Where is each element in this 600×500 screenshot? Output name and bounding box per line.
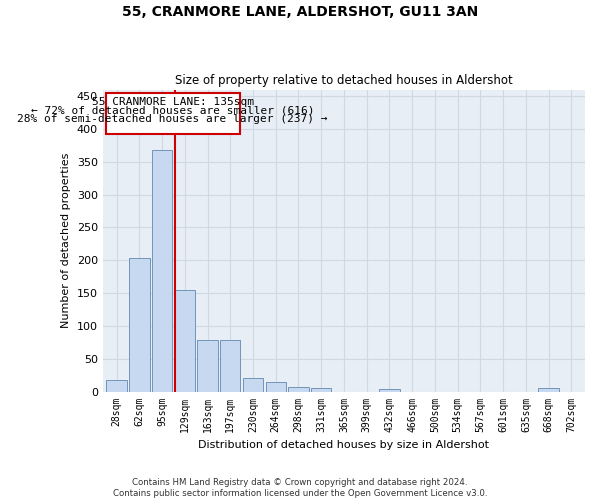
Bar [152, 150, 172, 392]
Title: Size of property relative to detached houses in Aldershot: Size of property relative to detached ho… [175, 74, 513, 87]
Bar [379, 389, 400, 392]
Text: 55, CRANMORE LANE, ALDERSHOT, GU11 3AN: 55, CRANMORE LANE, ALDERSHOT, GU11 3AN [122, 5, 478, 19]
FancyBboxPatch shape [106, 93, 240, 134]
Y-axis label: Number of detached properties: Number of detached properties [61, 153, 71, 328]
Bar [129, 258, 149, 392]
Bar [288, 387, 309, 392]
Bar [266, 382, 286, 392]
Bar [175, 290, 195, 392]
Text: 28% of semi-detached houses are larger (237) →: 28% of semi-detached houses are larger (… [17, 114, 328, 124]
Bar [538, 388, 559, 392]
Text: Contains HM Land Registry data © Crown copyright and database right 2024.
Contai: Contains HM Land Registry data © Crown c… [113, 478, 487, 498]
Bar [197, 340, 218, 392]
X-axis label: Distribution of detached houses by size in Aldershot: Distribution of detached houses by size … [199, 440, 490, 450]
Bar [311, 388, 331, 392]
Bar [220, 340, 241, 392]
Bar [243, 378, 263, 392]
Text: ← 72% of detached houses are smaller (616): ← 72% of detached houses are smaller (61… [31, 106, 314, 116]
Bar [106, 380, 127, 392]
Text: 55 CRANMORE LANE: 135sqm: 55 CRANMORE LANE: 135sqm [92, 97, 254, 107]
